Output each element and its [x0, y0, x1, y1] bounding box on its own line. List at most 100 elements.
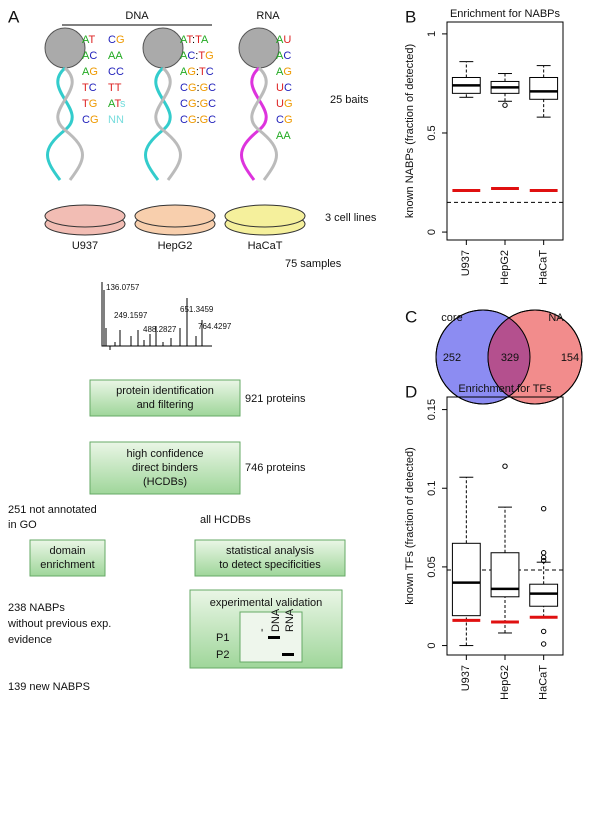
bait-sequence: CG	[108, 34, 125, 46]
bait-letter: T	[187, 34, 194, 46]
bait-letter: U	[276, 98, 284, 110]
label: 139 new NABPS	[8, 681, 90, 693]
set-label: NA	[548, 312, 564, 324]
bait-letter: :	[197, 82, 200, 94]
bait-letter: T	[198, 50, 205, 62]
bait-letter: C	[116, 66, 124, 78]
y-tick-label: 0	[426, 229, 438, 235]
x-tick-label: U937	[460, 665, 472, 691]
bait-letter: T	[199, 66, 206, 78]
bait-sequence: AA	[276, 130, 291, 142]
outlier	[540, 505, 547, 512]
bait-letter: A	[108, 50, 116, 62]
outlier	[502, 463, 508, 469]
helix	[154, 66, 182, 181]
bait-letter: C	[208, 82, 216, 94]
bait-letter: U	[283, 34, 291, 46]
bait-letter: T	[115, 98, 122, 110]
x-tick-label: HaCaT	[538, 665, 550, 700]
bait-letter: C	[284, 82, 292, 94]
bait-sequence: AG:TC	[180, 66, 214, 78]
step-box	[89, 441, 241, 495]
bait-sequence: AG	[82, 66, 98, 78]
bait-sequence: CG:GC	[180, 98, 216, 110]
y-tick-label: 1	[426, 31, 438, 37]
peak-label: 651.3459	[180, 305, 214, 314]
bait-letter: G	[188, 114, 197, 126]
bait-sequence: UG	[276, 98, 293, 110]
bait-sequence: TT	[108, 82, 122, 94]
y-tick-label: 0.05	[426, 556, 438, 577]
blot-column: RNA	[284, 608, 296, 632]
bait-letter: C	[89, 50, 97, 62]
label: in GO	[8, 519, 37, 531]
x-tick-label: HepG2	[499, 250, 511, 285]
blot-column: -	[256, 628, 268, 632]
bait-sequence: CC	[108, 66, 124, 78]
outlier	[540, 554, 547, 561]
step-box-text: direct binders	[132, 462, 199, 474]
dish-rim	[224, 204, 306, 228]
y-axis-label: known NABPs (fraction of detected)	[404, 44, 416, 218]
cell-line: U937	[72, 240, 98, 252]
outline	[487, 309, 583, 405]
bait-sequence: AG	[276, 66, 292, 78]
label: evidence	[8, 634, 52, 646]
bait-sequence: NN	[108, 114, 124, 126]
bait-letter: T	[195, 34, 202, 46]
bait-sequence: CG:GC	[180, 82, 216, 94]
bait-letter: N	[108, 114, 116, 126]
peak-label: 488.2827	[143, 325, 177, 334]
bait-letter: C	[180, 114, 188, 126]
panel-label: D	[405, 382, 417, 401]
panel-label: A	[8, 7, 20, 26]
venn-count: 329	[501, 352, 519, 364]
outlier	[540, 641, 547, 647]
outlier	[540, 550, 547, 556]
bait-letter: G	[200, 98, 209, 110]
venn-count: 154	[561, 352, 579, 364]
spectrum-axes	[101, 282, 212, 347]
bait-letter: A	[201, 34, 209, 46]
bait-letter: A	[108, 98, 116, 110]
bead	[142, 27, 184, 69]
cell-line-count: 3 cell lines	[325, 212, 377, 224]
step-box	[194, 539, 346, 577]
band	[282, 653, 294, 656]
cell-line: HaCaT	[248, 240, 283, 252]
peak-label: 249.1597	[114, 311, 148, 320]
step-box-text: to detect specificities	[219, 559, 321, 571]
bait-letter: A	[82, 34, 90, 46]
bait-letter: G	[284, 114, 293, 126]
bait-sequence: UC	[276, 82, 292, 94]
dish-rim	[44, 204, 126, 228]
bait-letter: s	[120, 98, 126, 110]
bait-letter: G	[89, 98, 98, 110]
bait-sequence: CG	[276, 114, 293, 126]
bait-letter: T	[82, 82, 89, 94]
x-tick-label: HaCaT	[538, 250, 550, 285]
bait-letter: A	[82, 66, 90, 78]
bait-letter: :	[196, 66, 199, 78]
outline	[435, 309, 531, 405]
bait-letter: N	[116, 114, 124, 126]
venn-count: 252	[443, 352, 461, 364]
outlier	[540, 557, 547, 564]
bait-letter: G	[205, 50, 214, 62]
blot-row: P1	[216, 632, 229, 644]
step-box	[29, 539, 106, 577]
bait-letter: T	[89, 34, 96, 46]
helix	[250, 66, 278, 181]
bait-sequence: AA	[108, 50, 123, 62]
blot-row: P2	[216, 649, 229, 661]
bait-letter: C	[283, 50, 291, 62]
bait-letter: C	[108, 66, 116, 78]
chart-title: Enrichment for NABPs	[450, 8, 561, 20]
bait-sequence: AU	[276, 34, 291, 46]
bait-letter: A	[276, 130, 284, 142]
bait-letter: U	[276, 82, 284, 94]
label: experimental validation	[210, 597, 323, 609]
bait-letter: G	[200, 114, 209, 126]
bait-letter: C	[180, 98, 188, 110]
